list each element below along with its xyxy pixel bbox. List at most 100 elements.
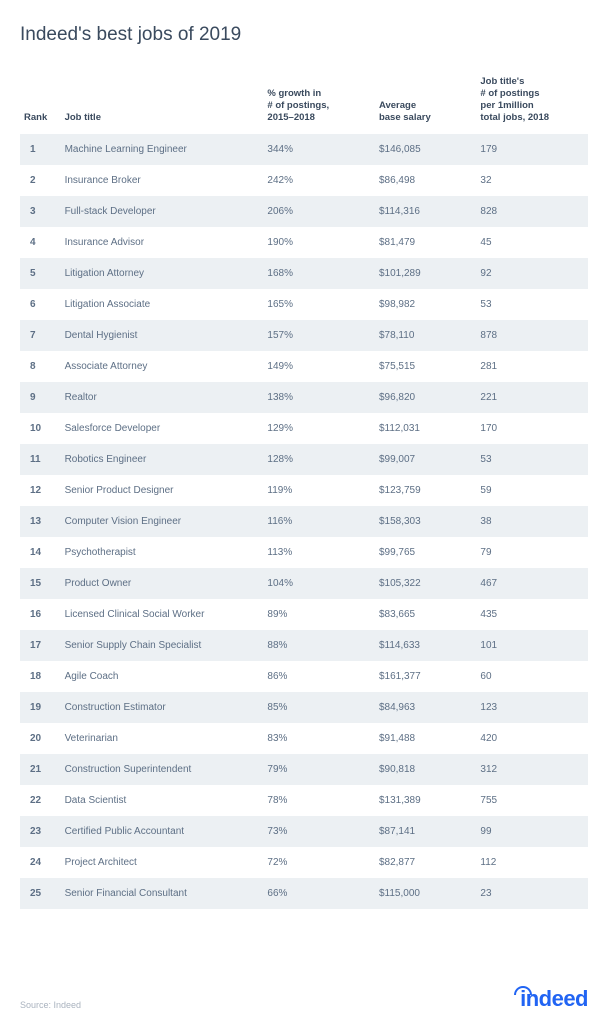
table-row: 23Certified Public Accountant73%$87,1419… [20,816,588,847]
source-text: Source: Indeed [20,1000,81,1010]
cell-salary: $86,498 [375,165,476,196]
cell-title: Full-stack Developer [61,196,264,227]
cell-title: Senior Product Designer [61,475,264,506]
cell-growth: 157% [263,320,375,351]
cell-growth: 89% [263,599,375,630]
cell-salary: $91,488 [375,723,476,754]
cell-rank: 10 [20,413,61,444]
cell-salary: $115,000 [375,878,476,909]
jobs-table: Rank Job title % growth in# of postings,… [20,70,588,909]
cell-postings: 467 [476,568,588,599]
cell-rank: 7 [20,320,61,351]
cell-title: Senior Supply Chain Specialist [61,630,264,661]
cell-growth: 104% [263,568,375,599]
cell-salary: $99,007 [375,444,476,475]
cell-salary: $101,289 [375,258,476,289]
cell-rank: 25 [20,878,61,909]
table-row: 17Senior Supply Chain Specialist88%$114,… [20,630,588,661]
cell-title: Certified Public Accountant [61,816,264,847]
cell-postings: 53 [476,289,588,320]
cell-postings: 179 [476,134,588,165]
cell-growth: 72% [263,847,375,878]
table-row: 15Product Owner104%$105,322467 [20,568,588,599]
cell-title: Salesforce Developer [61,413,264,444]
cell-salary: $81,479 [375,227,476,258]
indeed-logo: indeed [520,988,588,1010]
col-header-rank: Rank [20,70,61,134]
cell-rank: 17 [20,630,61,661]
table-row: 19Construction Estimator85%$84,963123 [20,692,588,723]
cell-salary: $82,877 [375,847,476,878]
cell-postings: 38 [476,506,588,537]
cell-rank: 20 [20,723,61,754]
table-row: 11Robotics Engineer128%$99,00753 [20,444,588,475]
cell-growth: 129% [263,413,375,444]
cell-salary: $112,031 [375,413,476,444]
cell-postings: 420 [476,723,588,754]
cell-title: Insurance Broker [61,165,264,196]
cell-salary: $84,963 [375,692,476,723]
cell-title: Realtor [61,382,264,413]
table-row: 22Data Scientist78%$131,389755 [20,785,588,816]
table-row: 13Computer Vision Engineer116%$158,30338 [20,506,588,537]
cell-title: Litigation Attorney [61,258,264,289]
cell-postings: 281 [476,351,588,382]
cell-postings: 60 [476,661,588,692]
cell-growth: 78% [263,785,375,816]
cell-salary: $123,759 [375,475,476,506]
cell-title: Project Architect [61,847,264,878]
col-header-job-title: Job title [61,70,264,134]
cell-salary: $90,818 [375,754,476,785]
cell-postings: 112 [476,847,588,878]
cell-rank: 12 [20,475,61,506]
cell-salary: $146,085 [375,134,476,165]
cell-salary: $87,141 [375,816,476,847]
table-row: 8Associate Attorney149%$75,515281 [20,351,588,382]
table-row: 9Realtor138%$96,820221 [20,382,588,413]
cell-postings: 221 [476,382,588,413]
logo-rest: ndeed [526,986,588,1011]
table-row: 2Insurance Broker242%$86,49832 [20,165,588,196]
cell-salary: $114,316 [375,196,476,227]
cell-title: Dental Hygienist [61,320,264,351]
cell-rank: 9 [20,382,61,413]
table-row: 12Senior Product Designer119%$123,75959 [20,475,588,506]
col-header-salary: Averagebase salary [375,70,476,134]
cell-title: Data Scientist [61,785,264,816]
cell-title: Insurance Advisor [61,227,264,258]
table-row: 21Construction Superintendent79%$90,8183… [20,754,588,785]
cell-growth: 66% [263,878,375,909]
table-row: 1Machine Learning Engineer344%$146,08517… [20,134,588,165]
cell-postings: 32 [476,165,588,196]
cell-postings: 23 [476,878,588,909]
cell-rank: 11 [20,444,61,475]
cell-title: Machine Learning Engineer [61,134,264,165]
cell-title: Agile Coach [61,661,264,692]
logo-i: i [520,988,526,1010]
cell-growth: 128% [263,444,375,475]
cell-salary: $78,110 [375,320,476,351]
cell-salary: $75,515 [375,351,476,382]
cell-salary: $158,303 [375,506,476,537]
table-row: 18Agile Coach86%$161,37760 [20,661,588,692]
cell-title: Associate Attorney [61,351,264,382]
cell-title: Psychotherapist [61,537,264,568]
cell-growth: 206% [263,196,375,227]
col-header-postings: Job title's# of postingsper 1milliontota… [476,70,588,134]
cell-salary: $114,633 [375,630,476,661]
cell-title: Computer Vision Engineer [61,506,264,537]
cell-rank: 4 [20,227,61,258]
table-row: 24Project Architect72%$82,877112 [20,847,588,878]
table-row: 5Litigation Attorney168%$101,28992 [20,258,588,289]
cell-rank: 23 [20,816,61,847]
cell-rank: 22 [20,785,61,816]
table-row: 16Licensed Clinical Social Worker89%$83,… [20,599,588,630]
cell-title: Veterinarian [61,723,264,754]
table-row: 6Litigation Associate165%$98,98253 [20,289,588,320]
cell-salary: $161,377 [375,661,476,692]
cell-postings: 435 [476,599,588,630]
cell-growth: 83% [263,723,375,754]
col-header-growth: % growth in# of postings,2015–2018 [263,70,375,134]
table-row: 4Insurance Advisor190%$81,47945 [20,227,588,258]
cell-postings: 79 [476,537,588,568]
